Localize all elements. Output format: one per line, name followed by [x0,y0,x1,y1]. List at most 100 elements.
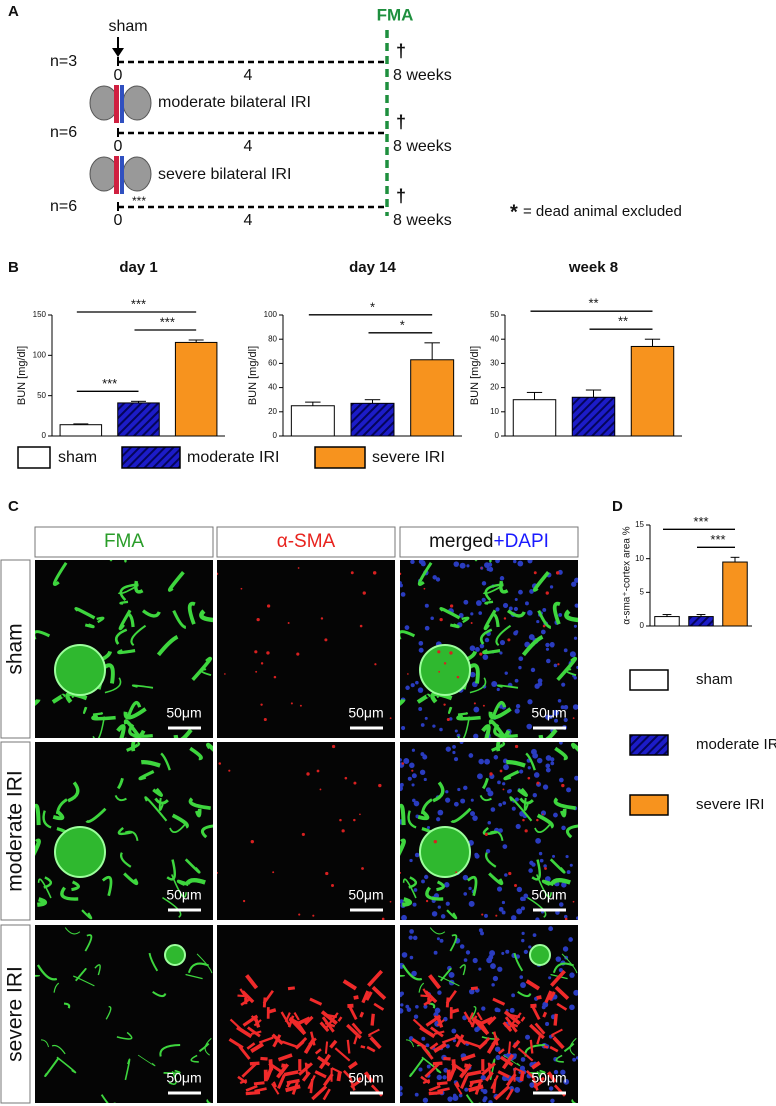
sma-network [525,979,541,991]
nucleus [511,993,516,998]
tubule [541,879,555,887]
nucleus [501,900,506,905]
nucleus [492,975,499,982]
sma-network [245,1084,258,1092]
sma-signal [381,917,385,920]
nucleus [420,723,425,727]
sma-network [428,1084,441,1092]
sma-network [253,1081,265,1086]
nucleus [528,634,535,641]
sma-signal [484,832,488,836]
sma-signal [353,818,356,822]
tubule [116,1031,133,1040]
tubule [117,826,133,836]
sma-network [309,997,323,1006]
y-axis-label: BUN [mg/dl] [247,346,259,405]
column-header-suffix: +DAPI [493,531,548,552]
nucleus [562,946,569,952]
nucleus [453,801,459,807]
row-header-box [0,559,31,739]
sma-network [505,1073,517,1087]
sma-network [411,1037,427,1049]
nucleus [519,975,524,979]
sma-signal [260,703,263,706]
sma-signal [456,675,460,679]
sma-signal [389,900,392,903]
nucleus [476,773,483,780]
sma-signal [331,883,335,887]
nucleus [495,607,500,612]
tubule [496,742,501,752]
nucleus [453,561,460,567]
nucleus [480,1074,486,1081]
bar [512,399,557,437]
tubule [513,952,524,972]
nucleus [426,825,431,830]
endpoint: † [396,112,406,132]
nucleus [497,780,501,785]
bar [688,616,714,627]
tubule [491,700,507,718]
sma-network [360,1045,366,1049]
nucleus [495,560,500,564]
sma-network [324,1021,336,1028]
nucleus [460,798,466,804]
sma-network [271,1082,280,1095]
y-tick-label: 20 [268,407,277,416]
tubule [408,876,418,889]
column-header-text: FMA [104,531,144,552]
timeline-tick: 4 [244,212,253,229]
nucleus [423,777,427,782]
sma-network [502,1021,513,1033]
sma-network [371,985,387,1000]
nucleus [519,769,524,774]
sma-network [336,1071,342,1082]
tubule [51,1044,66,1055]
row-header: severe IRI [4,966,27,1062]
nucleus [418,1067,423,1072]
nucleus [531,862,536,867]
tubule [479,794,492,802]
tubule [163,1069,181,1075]
sma-signal [533,571,537,575]
tubule [171,874,187,898]
nucleus [426,1064,431,1069]
tubule [118,609,132,631]
tubule [187,601,196,625]
sma-network [460,1074,469,1089]
sma-signal [514,744,519,749]
sma-network [319,1021,330,1033]
sma-network [539,1076,545,1082]
tubule [401,964,423,981]
nucleus [498,828,503,833]
sma-signal [287,622,290,625]
sma-network [286,1078,300,1085]
glomerulus [54,644,106,696]
nucleus [518,656,524,662]
sma-network [353,995,359,1000]
nucleus [411,783,415,787]
panel-label: C [8,498,19,515]
nucleus [478,967,482,971]
nucleus [464,1087,469,1092]
sma-signal [544,867,547,870]
sma-signal [514,883,518,887]
sma-network [497,1070,510,1079]
sma-network [428,974,442,990]
sma-network [311,1085,328,1101]
nucleus [504,671,508,675]
tubule [166,859,177,881]
nucleus [532,933,537,937]
sma-network [507,1021,519,1028]
nucleus [573,636,578,640]
tubule [65,691,88,704]
sma-signal [254,650,258,654]
nucleus [548,926,554,932]
nucleus [557,698,562,703]
nucleus [545,642,550,648]
sma-network [486,1037,499,1054]
tubule [502,1054,521,1067]
nucleus [487,820,491,825]
sma-network [254,1087,267,1093]
sma-network [253,1019,262,1027]
